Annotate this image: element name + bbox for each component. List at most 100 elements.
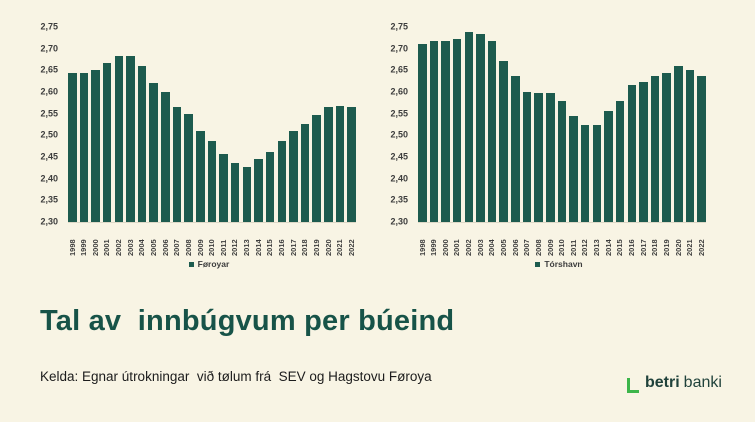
x-tick-cell: 2003 (126, 225, 135, 256)
x-tick-label: 2007 (172, 239, 182, 256)
x-tick-label: 2019 (661, 239, 671, 256)
x-tick-label: 2013 (242, 239, 252, 256)
x-tick-label: 2006 (160, 239, 170, 256)
x-tick-label: 2015 (615, 239, 625, 256)
x-tick-label: 2021 (685, 239, 695, 256)
x-tick-cell: 2000 (441, 225, 450, 256)
bar-2017 (289, 130, 298, 222)
bar-2007 (522, 92, 532, 222)
x-tick-label: 1999 (429, 239, 439, 256)
x-tick-cell: 2010 (207, 225, 216, 256)
bar-2005 (499, 61, 508, 222)
bar-2001 (102, 63, 112, 222)
x-tick-label: 2017 (638, 239, 648, 256)
x-tick-cell: 2012 (580, 225, 589, 256)
x-tick-label: 2003 (125, 239, 135, 256)
bar-2022 (697, 75, 706, 222)
x-tick-cell: 2005 (149, 225, 158, 256)
y-tick-label: 2,50 (390, 129, 408, 140)
bar-2010 (207, 140, 217, 222)
x-tick-cell: 2006 (161, 225, 170, 256)
x-tick-label: 2014 (603, 239, 613, 256)
x-tick-label: 2002 (114, 239, 124, 256)
x-tick-cell: 2004 (487, 225, 496, 256)
x-tick-label: 2018 (300, 239, 310, 256)
x-tick-label: 2017 (288, 239, 298, 256)
chart-foroyar: 2,75 2,70 2,65 2,60 2,55 2,50 2,45 2,40 2,35 2,30… (36, 22, 356, 269)
legend-label: Føroyar (197, 259, 230, 269)
y-tick-label: 2,35 (40, 194, 58, 205)
bar-2011 (569, 115, 578, 222)
bar-2014 (254, 158, 263, 222)
x-tick-cell: 1999 (79, 225, 88, 256)
bar-2018 (300, 124, 310, 222)
x-tick-cell: 2009 (546, 225, 555, 256)
x-tick-cell: 2007 (172, 225, 182, 256)
legend: Føroyar (36, 259, 356, 269)
x-tick-cell: 2011 (219, 225, 228, 256)
y-tick-label: 2,30 (390, 216, 408, 227)
betri-logo-text-bold: betri (645, 374, 680, 391)
bar-2009 (196, 130, 205, 222)
x-tick-label: 2021 (335, 239, 345, 256)
bar-2003 (126, 56, 135, 222)
x-tick-cell: 2005 (499, 225, 508, 256)
plot-area (418, 27, 706, 223)
legend-marker-icon (188, 261, 194, 267)
x-tick-label: 2016 (627, 239, 637, 256)
y-tick-label: 2,40 (40, 173, 58, 184)
bar-2008 (184, 114, 193, 222)
x-tick-cell: 2015 (615, 225, 625, 256)
y-tick-label: 2,35 (390, 194, 408, 205)
x-tick-cell: 2008 (534, 225, 543, 256)
bar-2013 (242, 166, 252, 222)
x-tick-cell: 2012 (230, 225, 239, 256)
y-tick-label: 2,50 (40, 129, 58, 140)
x-tick-label: 2022 (696, 239, 706, 256)
y-tick-label: 2,65 (390, 64, 408, 75)
x-tick-label: 2018 (650, 239, 660, 256)
x-tick-label: 2016 (277, 239, 287, 256)
y-tick-label: 2,70 (40, 43, 58, 54)
bar-1998 (418, 44, 427, 222)
bar-2010 (557, 101, 567, 222)
x-tick-cell: 2017 (289, 225, 298, 256)
x-tick-label: 2015 (265, 239, 275, 256)
x-tick-cell: 2003 (476, 225, 485, 256)
x-tick-cell: 2014 (254, 225, 263, 256)
x-tick-cell: 2006 (511, 225, 520, 256)
bar-2017 (639, 81, 648, 222)
x-tick-cell: 2000 (91, 225, 100, 256)
x-tick-label: 2001 (102, 239, 112, 256)
bar-2005 (149, 83, 158, 222)
y-tick-label: 2,45 (390, 151, 408, 162)
bar-2009 (546, 92, 555, 222)
bar-2003 (476, 34, 485, 222)
x-tick-cell: 2016 (627, 225, 637, 256)
bar-1999 (429, 40, 439, 222)
bar-2016 (277, 140, 287, 222)
x-tick-label: 2009 (195, 239, 205, 256)
bar-2022 (347, 107, 356, 222)
x-tick-label: 2008 (533, 239, 543, 256)
bar-2000 (441, 40, 450, 222)
x-tick-label: 2006 (510, 239, 520, 256)
x-tick-cell: 2021 (335, 225, 345, 256)
y-tick-label: 2,75 (40, 21, 58, 32)
x-tick-cell: 2020 (674, 225, 683, 256)
y-tick-label: 2,30 (40, 216, 58, 227)
x-axis: 1998 1999 2000 2001 2002 2003 2004 2005 2006 2007… (68, 225, 356, 256)
x-tick-label: 2004 (137, 239, 147, 256)
y-axis: 2,75 2,70 2,65 2,60 2,55 2,50 2,45 2,40 2,35 2,30 (36, 22, 62, 226)
source-note: Kelda: Egnar útrokningar við tølum frá S… (40, 369, 432, 384)
y-tick-label: 2,70 (390, 43, 408, 54)
chart-body: 2,75 2,70 2,65 2,60 2,55 2,50 2,45 2,40 2,35 2,30 (386, 22, 706, 226)
bar-2019 (662, 72, 671, 222)
betri-logo-text: betri banki (645, 375, 722, 393)
x-tick-cell: 2013 (242, 225, 252, 256)
y-tick-label: 2,40 (390, 173, 408, 184)
y-axis: 2,75 2,70 2,65 2,60 2,55 2,50 2,45 2,40 2,35 2,30 (386, 22, 412, 226)
x-tick-cell: 2002 (114, 225, 124, 256)
betri-banki-logo: betri banki (627, 375, 722, 393)
